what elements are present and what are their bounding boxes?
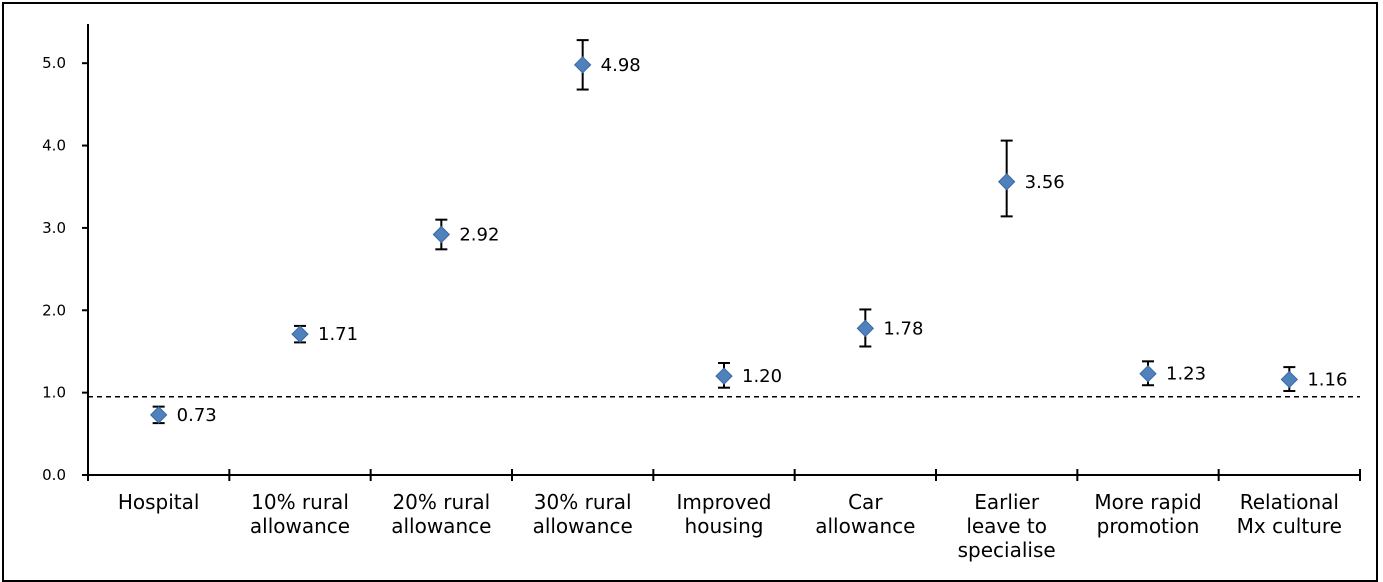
data-label: 1.16 (1307, 369, 1347, 390)
category-label: allowance (391, 514, 491, 538)
data-point (1280, 370, 1299, 389)
data-label: 2.92 (459, 224, 499, 245)
data-label: 1.78 (883, 318, 923, 339)
data-point (291, 325, 309, 343)
data-point (997, 173, 1016, 191)
category-label: 30% rural (534, 490, 632, 514)
category-label: specialise (958, 538, 1056, 562)
category-label: More rapid (1094, 490, 1201, 514)
category-label: 20% rural (392, 490, 490, 514)
data-point (573, 56, 592, 74)
data-point (432, 225, 451, 244)
category-label: Hospital (118, 490, 200, 514)
data-point (715, 367, 733, 385)
data-label: 1.23 (1166, 364, 1206, 385)
data-point (149, 406, 168, 424)
y-tick-label: 5.0 (42, 54, 66, 72)
y-tick-label: 2.0 (42, 301, 66, 319)
category-label: housing (685, 514, 764, 538)
category-label: allowance (815, 514, 915, 538)
category-label: Relational (1240, 490, 1339, 514)
data-label: 1.71 (318, 324, 358, 345)
y-tick-label: 0.0 (42, 466, 66, 484)
category-label: allowance (250, 514, 350, 538)
category-label: Improved (677, 490, 772, 514)
data-label: 0.73 (177, 405, 217, 426)
category-label: Earlier (974, 490, 1040, 514)
data-point (856, 319, 875, 338)
category-label: 10% rural (251, 490, 349, 514)
data-label: 3.56 (1025, 172, 1065, 193)
y-tick-label: 3.0 (42, 219, 66, 237)
data-label: 4.98 (601, 55, 641, 76)
y-tick-label: 4.0 (42, 137, 66, 155)
y-tick-label: 1.0 (42, 384, 66, 402)
category-label: allowance (533, 514, 633, 538)
category-label: Car (848, 490, 883, 514)
category-label: Mx culture (1237, 514, 1342, 538)
category-label: promotion (1097, 514, 1200, 538)
category-label: leave to (966, 514, 1047, 538)
data-label: 1.20 (742, 366, 782, 387)
data-point (1139, 364, 1157, 383)
